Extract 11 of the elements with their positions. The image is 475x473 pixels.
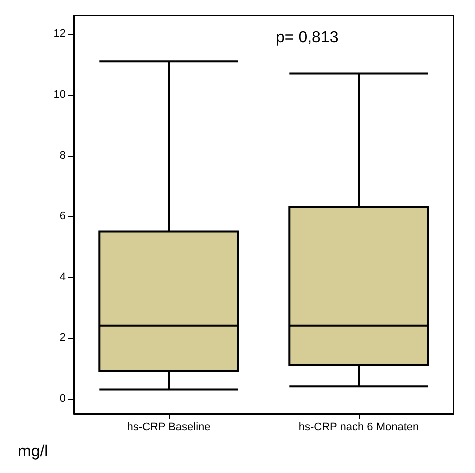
y-tick-label: 2: [60, 332, 66, 344]
y-axis-title: mg/l: [18, 444, 48, 460]
y-tick-label: 4: [60, 271, 66, 284]
y-tick-label: 12: [54, 28, 66, 40]
y-tick-label: 10: [54, 88, 66, 101]
y-tick-label: 0: [60, 392, 66, 405]
y-tick-label: 6: [60, 210, 66, 223]
y-tick-label: 8: [60, 150, 66, 162]
x-tick-label: hs-CRP Baseline: [127, 422, 211, 434]
x-tick-label: hs-CRP nach 6 Monaten: [298, 422, 420, 434]
annotation: p= 0,813: [276, 30, 339, 46]
